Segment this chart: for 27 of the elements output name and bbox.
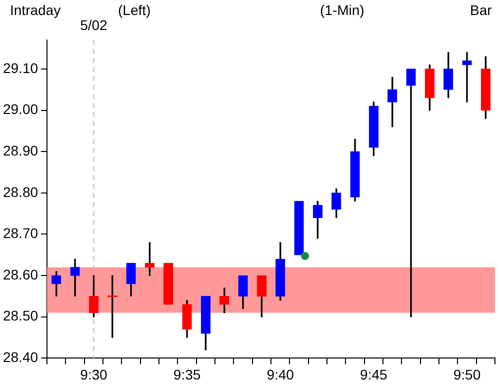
y-tick-label: 29.00 — [2, 101, 38, 118]
x-tick-label: 9:45 — [360, 366, 388, 382]
candlestick — [294, 200, 304, 256]
candlestick — [238, 275, 248, 309]
y-tick-label: 29.10 — [2, 60, 38, 76]
candlestick — [126, 262, 136, 297]
y-tick-label: 28.60 — [2, 266, 38, 282]
candlestick — [164, 262, 174, 305]
y-tick-label: 28.50 — [2, 308, 38, 324]
text: (Left) — [118, 2, 151, 18]
candlestick — [462, 52, 472, 102]
x-tick-label: 9:30 — [80, 366, 108, 382]
candlestick — [350, 138, 360, 202]
y-tick-label: 28.40 — [2, 349, 38, 366]
text: Intraday — [10, 2, 61, 18]
y-tick-label: 28.70 — [2, 225, 38, 242]
candlestick — [70, 258, 80, 297]
y-tick-label: 28.80 — [2, 184, 38, 200]
ref-line-label: 5/02 — [80, 16, 108, 33]
text: (1-Min) — [320, 2, 364, 18]
text: Bar — [470, 2, 492, 18]
x-tick-label: 9:40 — [266, 366, 294, 382]
x-tick-label: 9:50 — [453, 366, 481, 382]
x-tick-label: 9:35 — [173, 366, 201, 382]
candlestick — [182, 300, 192, 338]
candlestick — [406, 68, 416, 318]
y-tick-label: 28.90 — [2, 142, 38, 158]
